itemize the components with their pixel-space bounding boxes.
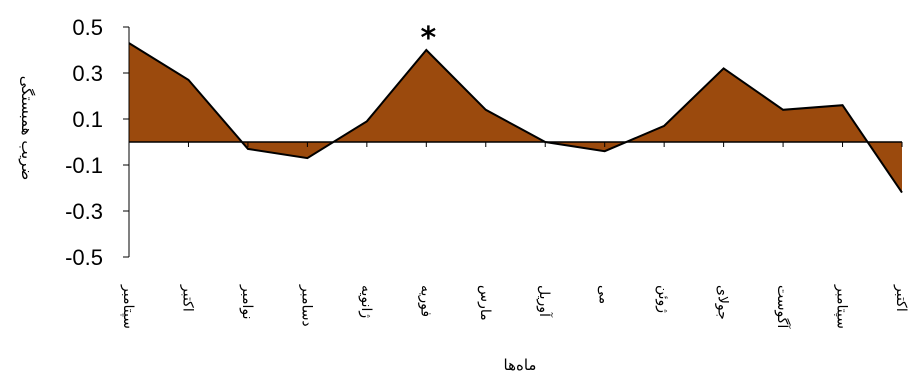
x-category-label: ژانویه — [358, 285, 374, 318]
x-category-label: فوریه — [417, 285, 433, 317]
y-axis-title: ضریب همبستگی — [18, 76, 36, 181]
x-axis-title: ماه‌ها — [504, 356, 537, 374]
y-axis-tick-labels: 0.5 0.3 0.1 -0.1 -0.3 -0.5 — [65, 15, 103, 270]
x-category-label: می — [596, 285, 612, 304]
x-category-label: سپتامبر — [834, 284, 850, 329]
area-series-fill — [129, 43, 902, 193]
significance-asterisk: * — [420, 21, 436, 56]
x-axis-category-labels: سپتامبر اکتبر نوامبر دسامبر ژانویه فوریه مارس آ… — [120, 284, 909, 329]
y-tick-label: -0.5 — [65, 245, 103, 270]
x-category-label: نوامبر — [239, 284, 255, 319]
y-tick-label: 0.5 — [72, 15, 103, 40]
x-category-label: سپتامبر — [120, 284, 136, 329]
area-series-line — [128, 42, 903, 194]
y-axis-ticks — [123, 26, 903, 258]
x-category-label: مارس — [477, 285, 493, 321]
x-category-label: آوریل — [536, 285, 553, 318]
y-tick-label: -0.1 — [65, 153, 103, 178]
x-category-label: جولای — [715, 285, 731, 320]
x-category-label: اکتبر — [179, 284, 195, 312]
y-tick-label: -0.3 — [65, 199, 103, 224]
x-category-label: دسامبر — [298, 284, 314, 327]
x-category-label: آگوست — [774, 285, 791, 329]
x-category-label: ژوئن — [655, 285, 671, 313]
chart-annotations: * — [420, 21, 436, 56]
y-tick-label: 0.3 — [72, 61, 103, 86]
x-category-label: اکتبر — [893, 284, 909, 312]
y-tick-label: 0.1 — [72, 107, 103, 132]
